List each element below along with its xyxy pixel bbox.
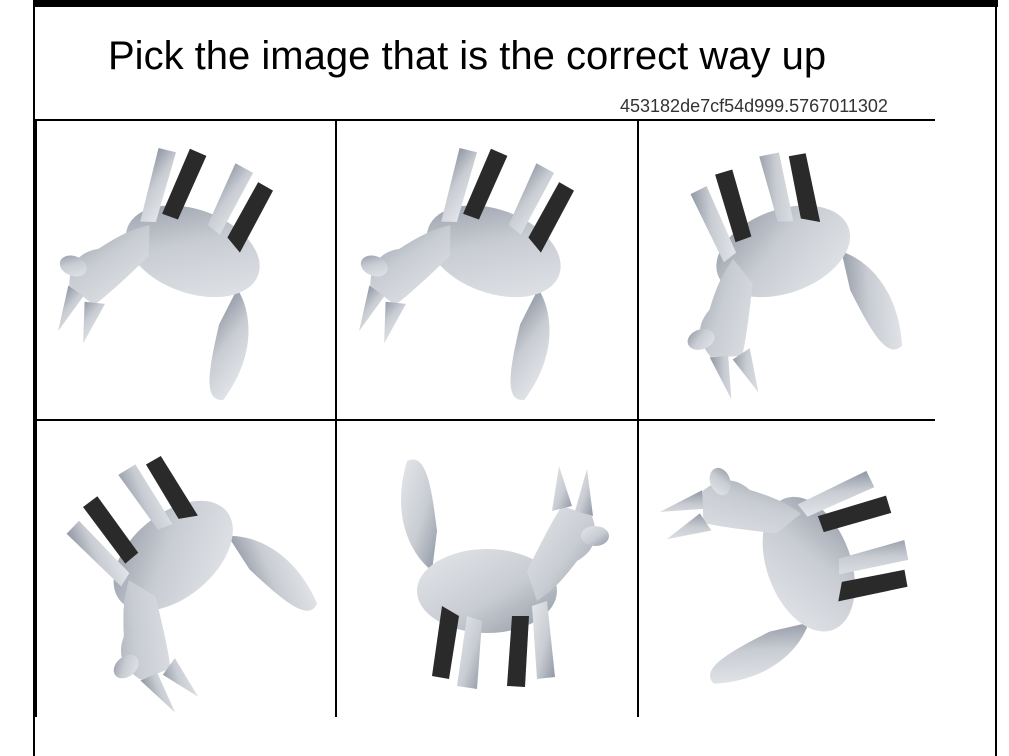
captcha-session-id: 453182de7cf54d999.5767011302 (620, 96, 888, 116)
dog-figure-image (659, 467, 909, 684)
dog-figure-image (401, 459, 609, 689)
top-border (33, 0, 998, 7)
image-option-2[interactable] (337, 121, 637, 419)
captcha-prompt: Pick the image that is the correct way u… (108, 34, 827, 78)
image-choice-grid (35, 119, 941, 721)
image-option-4[interactable] (37, 421, 335, 721)
left-border (33, 0, 35, 756)
image-option-3[interactable] (639, 121, 941, 419)
right-border (995, 0, 997, 756)
image-option-5[interactable] (337, 421, 637, 721)
image-option-6[interactable] (639, 421, 941, 721)
image-option-1[interactable] (37, 121, 335, 419)
dog-figure-image (687, 152, 903, 400)
dog-figure-image (66, 455, 318, 713)
dog-figure-image (359, 147, 575, 400)
dog-figure-image (58, 147, 274, 400)
